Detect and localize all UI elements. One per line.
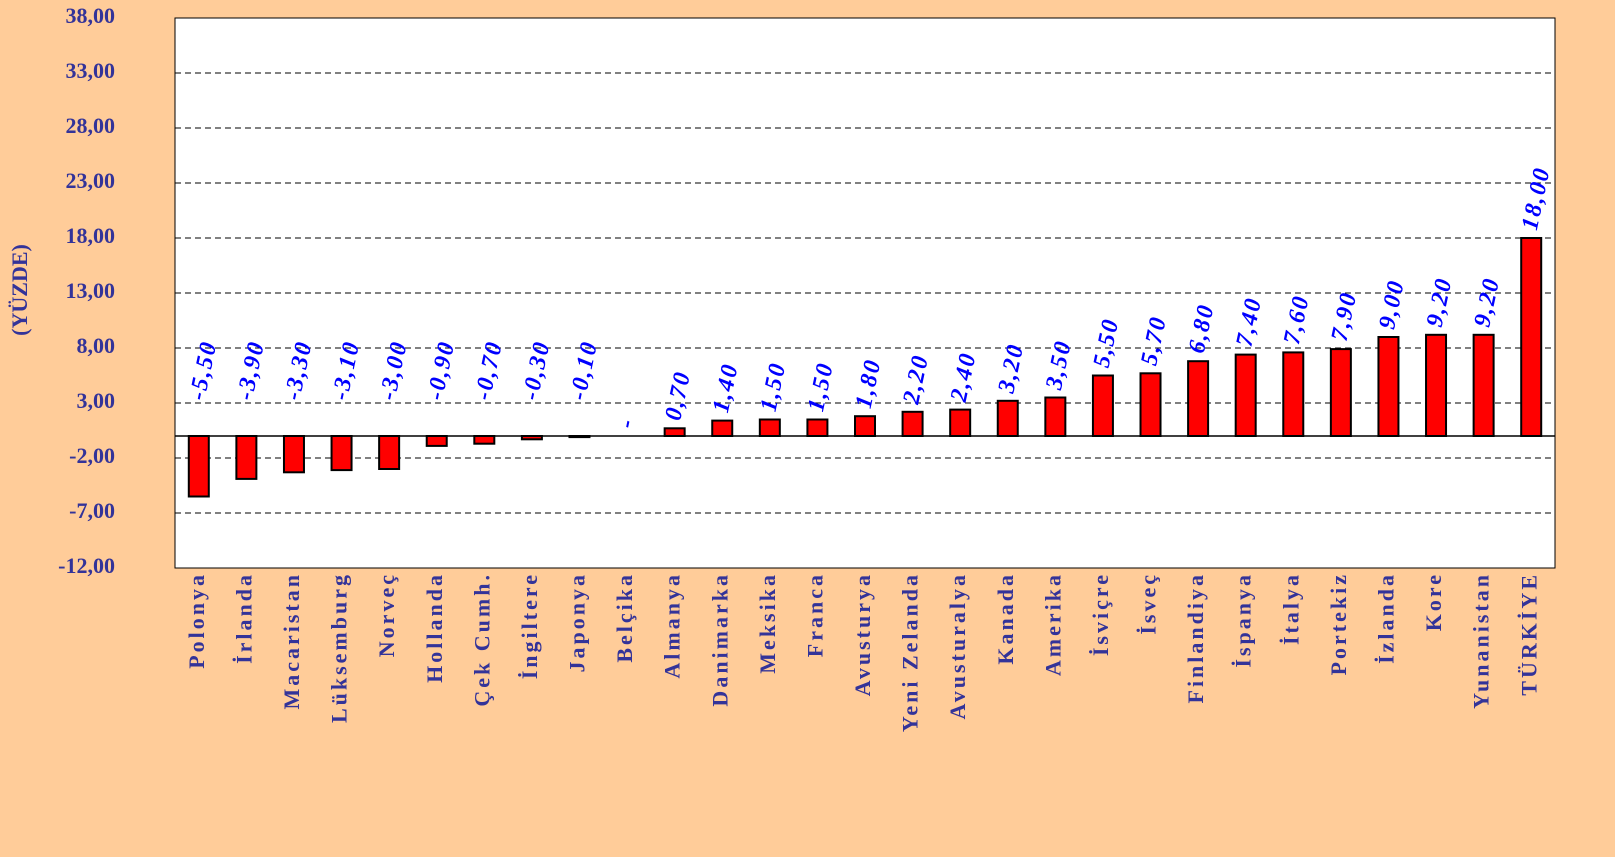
x-tick-label: İsveç (1136, 572, 1161, 635)
y-tick-label: -7,00 (69, 498, 115, 523)
x-tick-label: Yunanistan (1469, 572, 1494, 709)
bar (711, 419, 734, 438)
bar (1044, 396, 1067, 437)
y-axis-label: (YÜZDE) (7, 244, 32, 336)
y-tick-label: 33,00 (66, 58, 116, 83)
bar (901, 410, 924, 437)
bar (949, 408, 972, 438)
x-tick-label: Avusturalya (945, 572, 970, 720)
bar (425, 435, 448, 447)
bar (1091, 374, 1114, 437)
bar (1377, 336, 1400, 437)
x-tick-label: Hollanda (422, 572, 447, 683)
bar (378, 435, 401, 470)
x-tick-label: TÜRKİYE (1516, 572, 1541, 696)
x-tick-label: Portekiz (1326, 572, 1351, 675)
x-tick-label: Lüksemburg (327, 572, 352, 723)
x-tick-label: Japonya (565, 572, 590, 672)
bar (1282, 351, 1305, 437)
x-tick-label: Kanada (993, 572, 1018, 665)
bar (758, 418, 781, 437)
x-tick-label: İsviçre (1088, 572, 1113, 656)
y-tick-label: 13,00 (66, 278, 116, 303)
y-tick-label: -12,00 (58, 553, 115, 578)
bar (473, 435, 496, 445)
bar (996, 399, 1019, 437)
bar (1329, 348, 1352, 438)
x-tick-label: Avusturya (850, 572, 875, 696)
bar (520, 435, 543, 441)
x-tick-label: Finlandiya (1183, 572, 1208, 703)
bar (235, 435, 258, 480)
x-tick-label: Meksika (755, 572, 780, 674)
x-tick-label: Macaristan (279, 572, 304, 710)
x-tick-label: Norveç (374, 572, 399, 657)
bar (663, 427, 686, 437)
bar (1472, 333, 1495, 437)
bar (282, 435, 305, 474)
x-tick-label: Danimarka (707, 572, 732, 707)
x-tick-label: Almanya (660, 572, 685, 679)
y-tick-label: 8,00 (77, 333, 116, 358)
y-tick-label: 38,00 (66, 3, 116, 28)
x-tick-label: Franca (802, 572, 827, 657)
bar (330, 435, 353, 472)
x-tick-label: Belçika (612, 572, 637, 663)
bar (568, 435, 591, 439)
x-tick-label: Amerika (1040, 572, 1065, 676)
y-tick-label: -2,00 (69, 443, 115, 468)
bar (1234, 353, 1257, 438)
x-tick-label: Çek Cumh. (469, 572, 494, 707)
x-tick-label: İzlanda (1373, 572, 1398, 664)
y-tick-label: 18,00 (66, 223, 116, 248)
x-tick-label: İngiltere (517, 572, 542, 679)
x-tick-label: Polonya (184, 572, 209, 669)
bar (1139, 372, 1162, 437)
bar (854, 415, 876, 438)
y-tick-label: 23,00 (66, 168, 116, 193)
x-tick-label: Kore (1421, 572, 1446, 631)
x-tick-label: İspanya (1231, 572, 1256, 668)
bar (806, 418, 829, 437)
y-tick-label: 3,00 (77, 388, 116, 413)
bar (1187, 360, 1210, 438)
x-tick-label: İrlanda (231, 572, 256, 664)
bar (1520, 237, 1543, 437)
bar (1425, 333, 1448, 437)
bar (187, 435, 210, 498)
x-tick-label: İtalya (1278, 572, 1303, 645)
x-tick-label: Yeni Zelanda (898, 572, 923, 732)
y-tick-label: 28,00 (66, 113, 116, 138)
